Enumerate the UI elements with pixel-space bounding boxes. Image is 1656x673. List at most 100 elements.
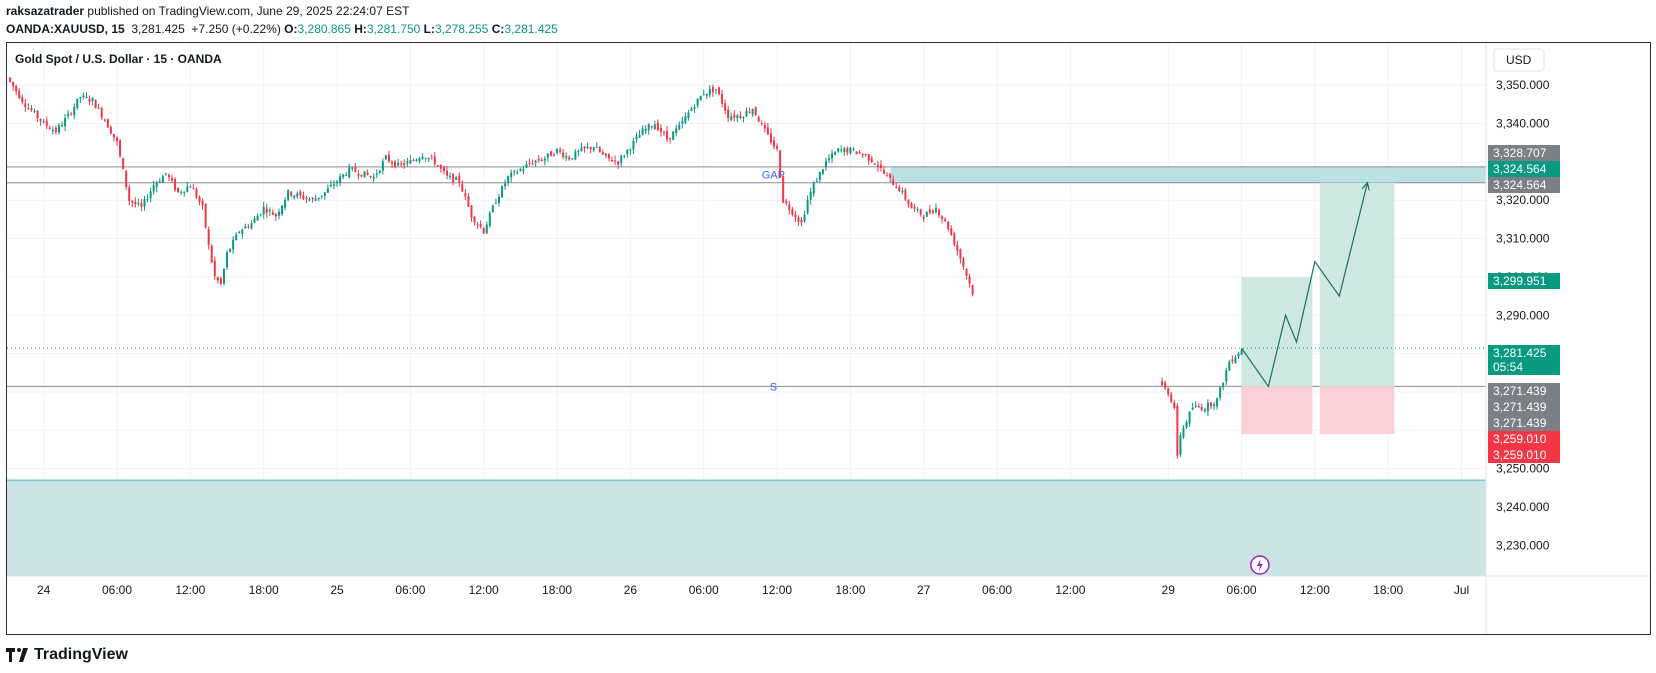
price-label-tag [1488, 145, 1560, 161]
candle-down [754, 106, 757, 116]
candle-up [296, 193, 299, 197]
candle-down [403, 163, 406, 166]
candle-down [482, 227, 485, 234]
candle-up [256, 215, 259, 221]
candle-up [742, 116, 745, 119]
candle-up [629, 149, 632, 151]
candle-down [9, 77, 12, 82]
x-tick-label: Jul [1454, 583, 1469, 597]
candle-down [461, 184, 464, 192]
open-label: O: [284, 22, 298, 36]
candle-up [696, 98, 699, 106]
candle-up [840, 149, 843, 151]
candle-down [473, 216, 476, 223]
candle-down [968, 276, 971, 284]
y-tick-label: 3,340.000 [1496, 117, 1550, 131]
symbol-name[interactable]: OANDA:XAUUSD, 15 [6, 22, 125, 36]
price-label-text: 3,271.439 [1493, 400, 1547, 414]
candle-down [140, 203, 143, 207]
candle-up [705, 93, 708, 96]
candle-down [528, 162, 531, 164]
currency-button[interactable] [1493, 48, 1545, 72]
candle-up [183, 191, 186, 193]
candle-up [455, 177, 458, 180]
candle-down [167, 174, 170, 178]
candle-down [601, 152, 604, 155]
candle-down [464, 193, 467, 197]
candle-up [644, 128, 647, 131]
candle-up [574, 151, 577, 160]
candle-up [821, 169, 824, 174]
candle-down [174, 178, 177, 190]
candle-down [614, 160, 617, 162]
candle-up [690, 108, 693, 111]
price-label-tag [1488, 345, 1560, 375]
chart-frame[interactable]: GAPSUSD3,350.0003,340.0003,330.0003,320.… [6, 42, 1651, 635]
candle-down [1170, 393, 1173, 402]
candle-down [70, 113, 73, 115]
candle-up [1240, 349, 1243, 355]
x-tick-label: 18:00 [542, 583, 572, 597]
candle-down [122, 158, 125, 170]
candle-up [852, 149, 855, 151]
candle-up [595, 146, 598, 148]
close-label: C: [491, 22, 505, 36]
price-label-countdown: 05:54 [1493, 360, 1523, 374]
candle-down [962, 258, 965, 268]
candle-down [727, 109, 730, 119]
candle-down [956, 244, 959, 251]
candle-up [180, 192, 183, 194]
candle-down [748, 111, 751, 113]
candle-up [326, 188, 329, 193]
candle-up [916, 208, 919, 210]
projection-arrowhead [1361, 181, 1370, 191]
price-chart[interactable]: GAPSUSD3,350.0003,340.0003,330.0003,320.… [7, 43, 1650, 634]
price-label-tag [1488, 415, 1560, 431]
candle-down [439, 165, 442, 169]
candle-up [751, 109, 754, 115]
candle-up [1237, 354, 1240, 357]
candle-down [907, 199, 910, 205]
candle-down [470, 205, 473, 218]
candle-down [177, 187, 180, 193]
x-tick-label: 06:00 [1227, 583, 1257, 597]
symbol-info-bar: OANDA:XAUUSD, 15 3,281.425 +7.250 (+0.22… [6, 22, 558, 36]
candle-up [372, 176, 375, 179]
candle-up [828, 158, 831, 161]
price-label-text: 3,259.010 [1493, 448, 1547, 462]
x-tick-label: 18:00 [835, 583, 865, 597]
candle-down [1161, 381, 1164, 385]
candle-down [717, 87, 720, 95]
candle-up [244, 226, 247, 229]
candle-up [1203, 409, 1206, 412]
candle-down [886, 175, 889, 177]
candle-up [730, 116, 733, 120]
candle-down [446, 170, 449, 176]
candle-down [855, 151, 858, 155]
last-price: 3,281.425 [131, 22, 185, 36]
y-tick-label: 3,310.000 [1496, 232, 1550, 246]
candle-up [64, 118, 67, 127]
candle-up [259, 214, 262, 216]
candle-down [452, 173, 455, 183]
candle-up [82, 95, 85, 98]
candles [9, 76, 1243, 459]
candle-down [1200, 406, 1203, 410]
candle-down [604, 153, 607, 156]
candle-up [586, 147, 589, 149]
candle-down [733, 114, 736, 118]
candle-down [910, 203, 913, 209]
candle-up [873, 163, 876, 165]
author-name[interactable]: raksazatrader [6, 4, 85, 18]
candle-up [91, 98, 94, 101]
candle-down [290, 191, 293, 196]
candle-down [109, 127, 112, 134]
candle-down [247, 226, 250, 228]
y-tick-label: 3,290.000 [1496, 308, 1550, 322]
candle-up [308, 199, 311, 201]
candle-down [48, 127, 51, 130]
candle-down [134, 201, 137, 205]
candle-up [229, 248, 232, 252]
candle-down [213, 260, 216, 277]
x-tick-label: 27 [917, 583, 931, 597]
